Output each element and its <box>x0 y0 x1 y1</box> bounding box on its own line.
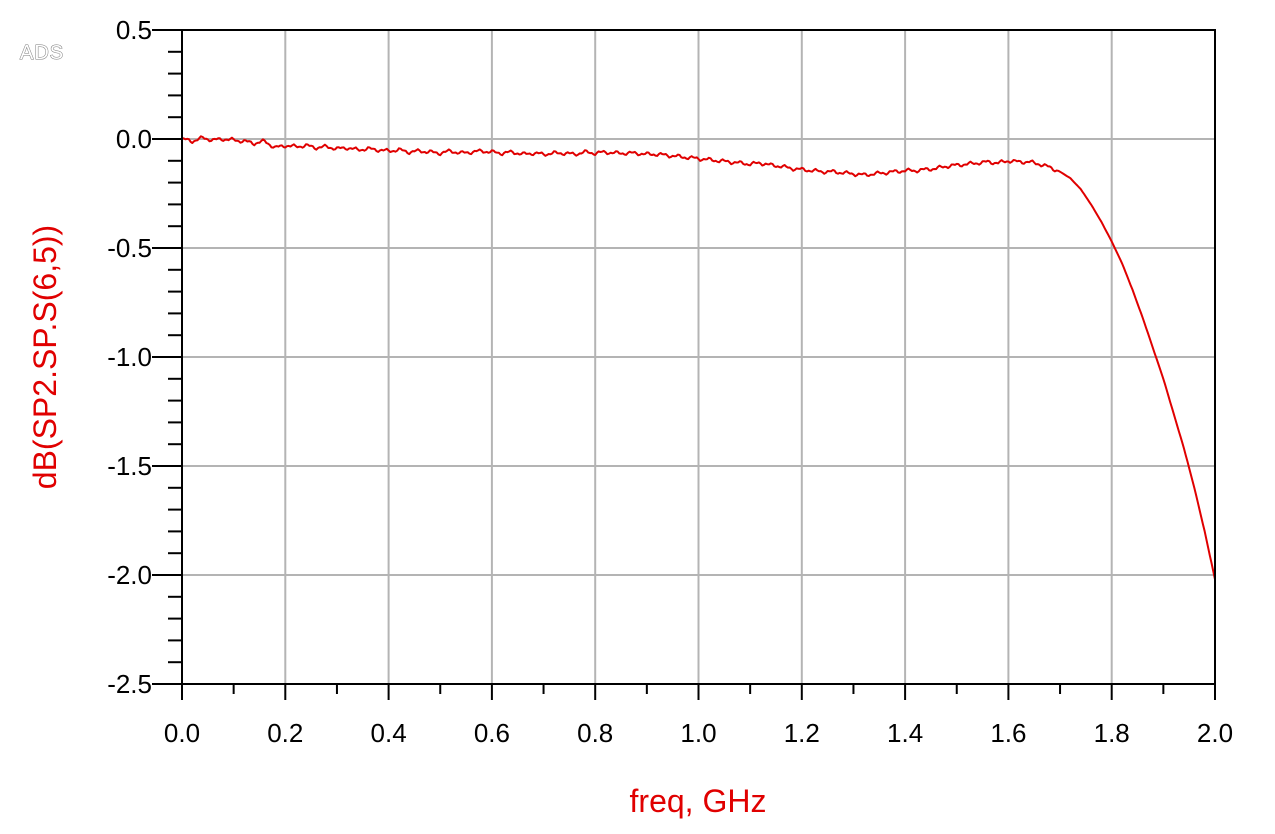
x-tick-label: 0.6 <box>474 718 510 748</box>
y-tick-label: -2.0 <box>107 560 152 590</box>
x-tick-label: 1.8 <box>1094 718 1130 748</box>
grid <box>182 30 1215 684</box>
y-tick-label: -1.5 <box>107 451 152 481</box>
x-axis-label: freq, GHz <box>630 783 767 819</box>
y-tick-label: -1.0 <box>107 342 152 372</box>
tick-marks <box>152 29 1216 700</box>
x-tick-label: 1.0 <box>680 718 716 748</box>
series-line <box>181 135 1216 580</box>
x-tick-label: 0.2 <box>267 718 303 748</box>
tick-labels: 0.0 0.2 0.4 0.6 0.8 1.0 1.2 1.4 1.6 1.8 2.00.50.0-… <box>107 15 1233 748</box>
x-tick-label: 0.8 <box>577 718 613 748</box>
brand-label: ADS <box>20 42 64 64</box>
y-tick-label: 0.5 <box>116 15 152 45</box>
x-tick-label: 0.0 <box>164 718 200 748</box>
x-tick-label: 1.2 <box>784 718 820 748</box>
x-tick-label: 2.0 <box>1197 718 1233 748</box>
x-tick-label: 1.4 <box>887 718 923 748</box>
y-tick-label: -2.5 <box>107 669 152 699</box>
y-tick-label: 0.0 <box>116 124 152 154</box>
x-tick-label: 0.4 <box>371 718 407 748</box>
y-tick-label: -0.5 <box>107 233 152 263</box>
y-axis-label: dB(SP2.SP.S(6,5)) <box>27 225 63 489</box>
series-layer <box>181 135 1216 580</box>
x-tick-label: 1.6 <box>990 718 1026 748</box>
